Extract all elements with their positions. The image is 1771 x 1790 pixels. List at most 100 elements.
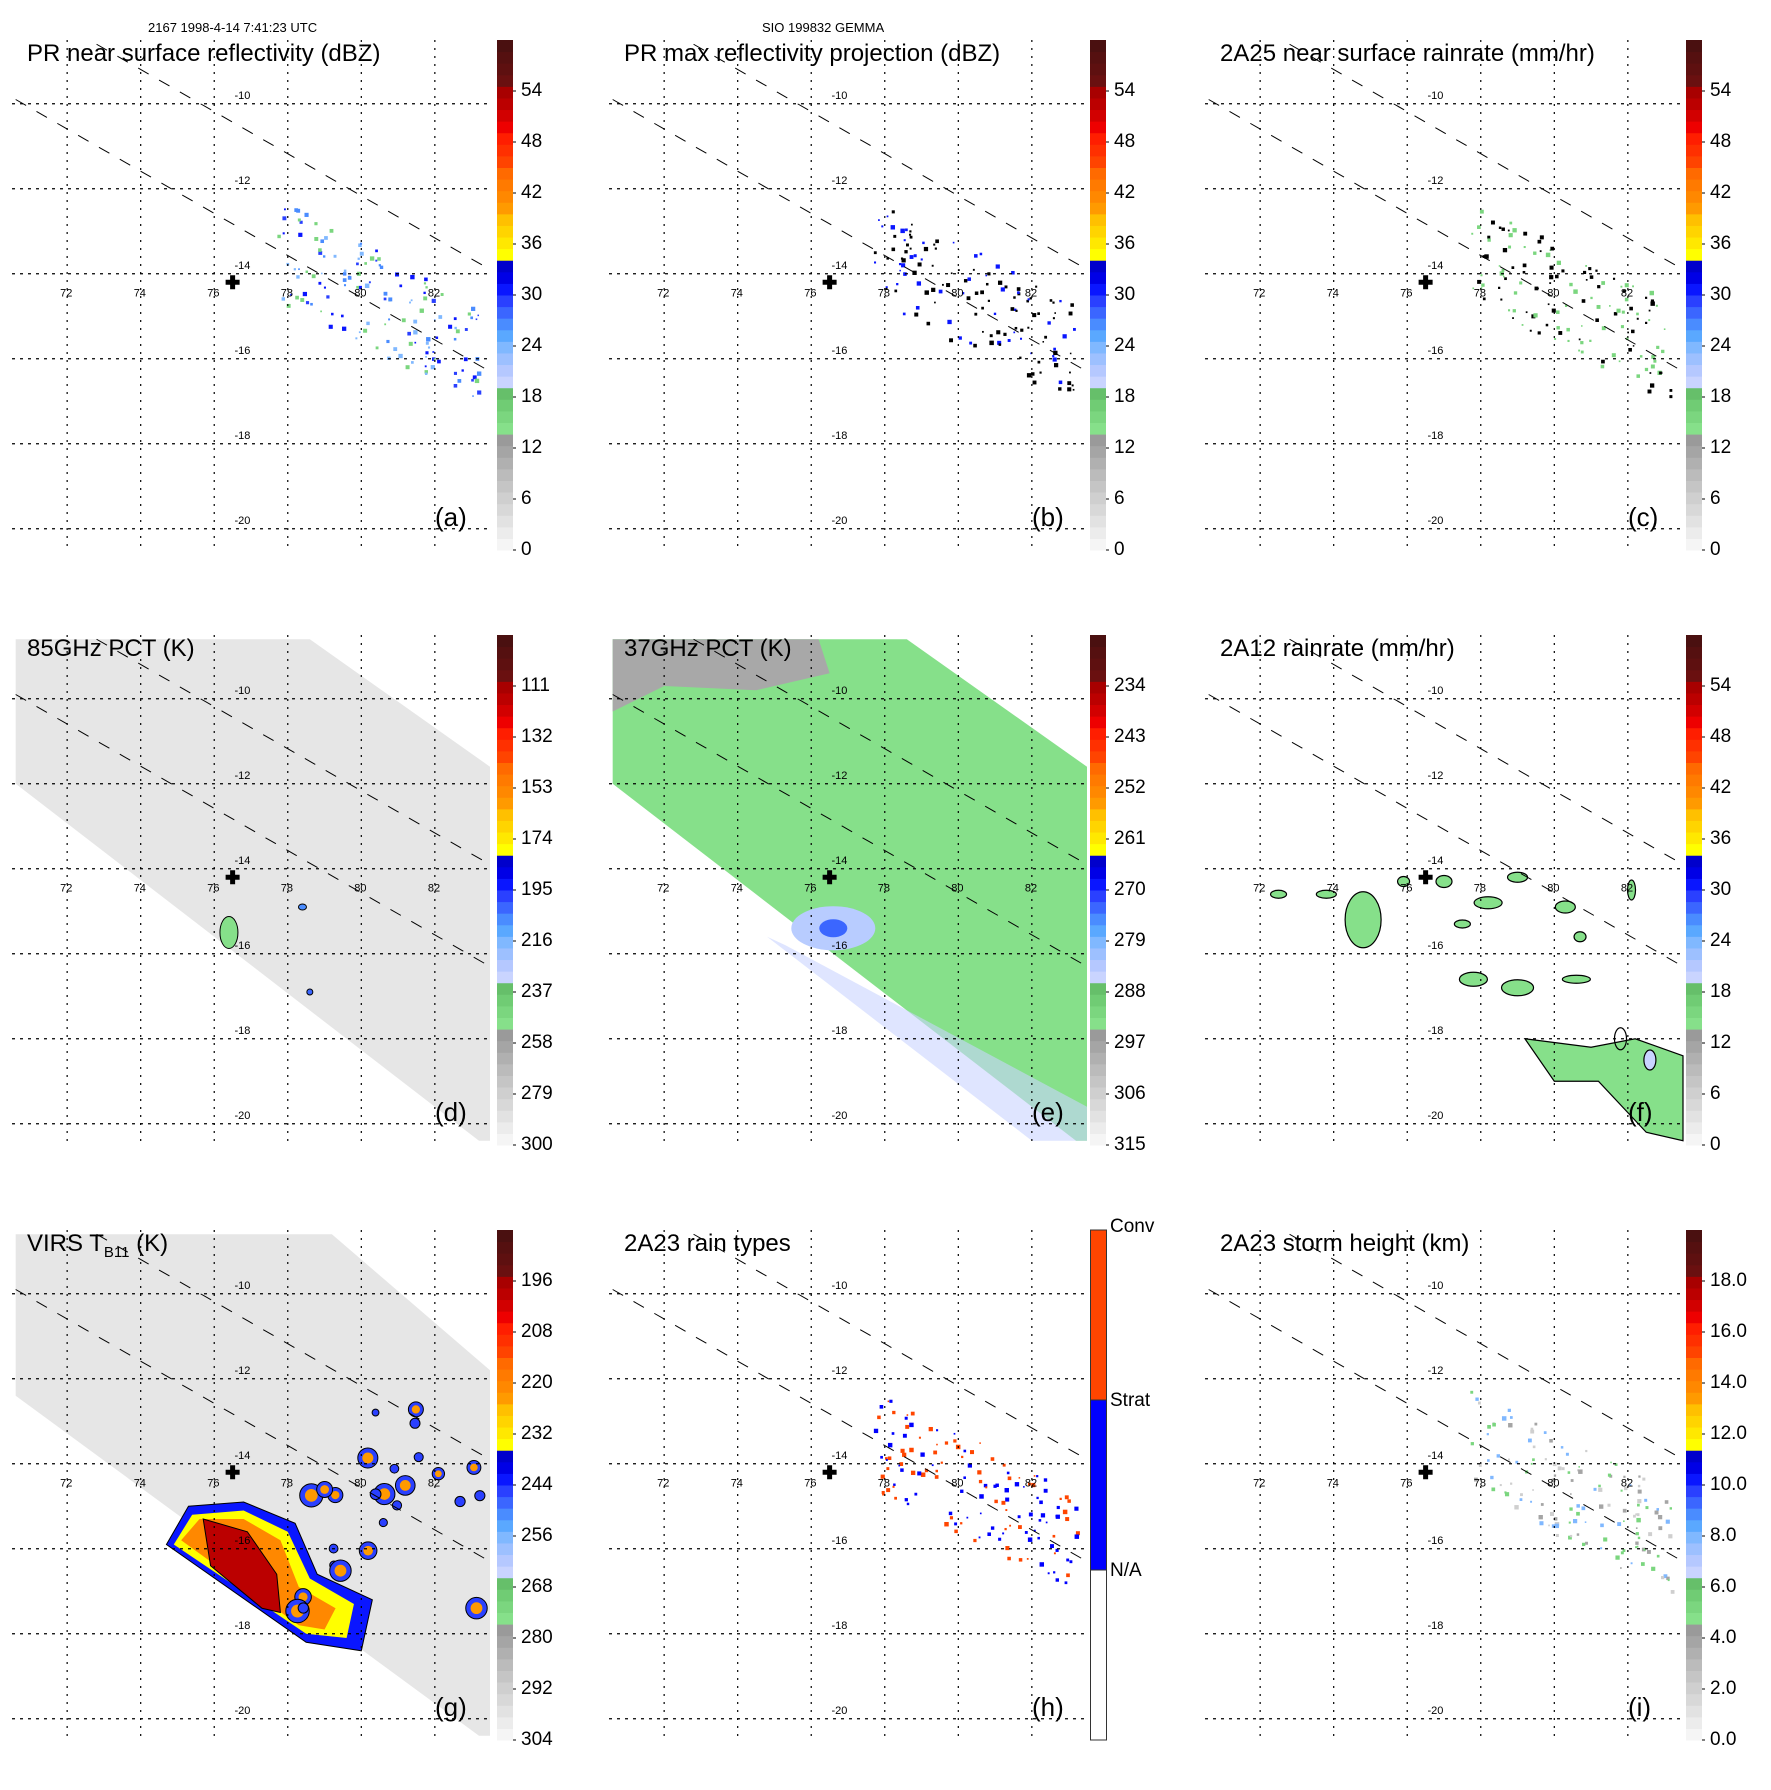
colorbar-tick-label: 208	[521, 1321, 553, 1342]
colorbar-swatch	[497, 1716, 513, 1729]
echo-pixel	[974, 291, 979, 295]
colorbar-swatch	[1686, 422, 1702, 435]
colorbar-swatch	[497, 167, 513, 180]
echo-pixel	[1568, 1521, 1571, 1524]
colorbar-tick-label: 0	[521, 539, 532, 560]
lon-tick-label: 76	[207, 882, 219, 894]
echo-pixel	[1645, 321, 1648, 325]
echo-pixel	[974, 312, 978, 316]
colorbar-tick-label: 42	[1710, 182, 1732, 203]
echo-pixel	[1037, 1536, 1040, 1540]
echo-pixel	[1622, 1508, 1627, 1513]
echo-pixel	[1615, 1555, 1620, 1560]
lat-tick-label: -20	[1427, 515, 1443, 527]
echo-pixel	[949, 1516, 954, 1520]
colorbar-swatch	[497, 1005, 513, 1018]
echo-pixel	[1074, 1506, 1079, 1511]
echo-pixel	[320, 310, 322, 313]
colorbar-swatch	[1090, 283, 1106, 296]
echo-pixel	[1009, 1524, 1012, 1527]
colorbar-swatch	[1090, 785, 1106, 798]
rain-patches	[1269, 871, 1684, 1142]
echo-pixel	[1647, 389, 1652, 394]
echo-pixel	[283, 208, 286, 211]
echo-pixel	[909, 1422, 914, 1428]
echo-pixel	[431, 298, 436, 303]
echo-pixel	[1501, 268, 1505, 272]
echo-pixel	[1540, 1503, 1544, 1506]
colorbar-swatch	[497, 1693, 513, 1706]
echo-pixel	[1635, 1541, 1639, 1545]
echo-pixel	[1020, 337, 1023, 340]
echo-pixel	[924, 1468, 929, 1473]
echo-pixel	[910, 1411, 915, 1416]
echo-pixel	[873, 251, 877, 255]
echo-pixels-h	[873, 1399, 1080, 1585]
echo-pixel	[1507, 1408, 1511, 1412]
echo-pixel	[1661, 1576, 1665, 1580]
echo-pixel	[880, 1474, 885, 1479]
lon-tick-label: 82	[1025, 882, 1037, 894]
echo-pixel	[298, 232, 303, 237]
echo-pixel	[1018, 1558, 1023, 1562]
title-text: VIRS T	[27, 1230, 104, 1257]
echo-pixel	[881, 1490, 885, 1495]
colorbar-swatch	[1686, 144, 1702, 157]
echo-pixel	[1040, 1513, 1046, 1518]
echo-pixel	[967, 1463, 972, 1468]
echo-pixel	[1551, 308, 1556, 313]
echo-pixel	[1545, 323, 1549, 327]
lon-tick-label: 72	[60, 287, 72, 299]
echo-pixel	[966, 1516, 969, 1519]
colorbar-swatch	[1090, 982, 1106, 995]
colorbar-tick-label: 30	[521, 284, 543, 305]
lon-tick-label: 72	[1253, 287, 1265, 299]
echo-pixel	[967, 277, 971, 281]
cold-core	[819, 919, 848, 938]
colorbar-swatch	[1686, 1110, 1702, 1123]
echo-pixel	[1492, 1422, 1496, 1427]
colorbar-tick-label: 36	[1710, 828, 1732, 849]
echo-pixel	[1499, 1484, 1502, 1487]
colorbar-swatch	[1090, 820, 1106, 833]
echo-pixel	[409, 301, 411, 304]
echo-pixel	[1653, 359, 1657, 363]
echo-pixel	[1000, 287, 1005, 292]
echo-pixel	[326, 295, 330, 299]
echo-pixel	[1530, 1429, 1535, 1434]
colorbar-swatch	[1686, 1716, 1702, 1729]
echo-pixel	[1649, 372, 1652, 374]
echo-pixel	[1533, 313, 1538, 318]
colorbar-swatch	[1686, 1624, 1702, 1637]
echo-pixel	[901, 258, 906, 263]
echo-pixel	[1509, 1416, 1513, 1419]
echo-pixel	[1484, 254, 1489, 259]
echo-pixel	[898, 263, 902, 266]
colorbar-swatch	[497, 1357, 513, 1370]
colorbar-swatch	[1090, 739, 1106, 752]
echo-pixel	[928, 1426, 933, 1432]
echo-pixel	[388, 318, 391, 321]
echo-pixel	[1062, 1509, 1068, 1515]
echo-pixel	[1597, 285, 1601, 289]
echo-pixel	[1607, 1503, 1611, 1507]
echo-pixel	[1657, 1514, 1663, 1520]
echo-pixel	[950, 272, 953, 275]
colorbar-swatch	[1686, 1566, 1702, 1579]
colorbar-tick-label: 10.0	[1710, 1474, 1747, 1495]
panel-label-e: (e)	[1032, 1097, 1064, 1127]
echo-pixel	[1018, 1477, 1021, 1479]
colorbar-swatch	[497, 132, 513, 145]
echo-pixel	[979, 252, 983, 256]
echo-pixel	[1656, 1508, 1660, 1511]
colorbar-swatch	[497, 1322, 513, 1335]
rain-patch	[1458, 971, 1489, 987]
cloud-cell	[316, 1481, 334, 1498]
colorbar-tick-label: 42	[1114, 182, 1136, 203]
colorbar-segment-strat	[1090, 1399, 1107, 1571]
echo-pixel	[946, 283, 951, 288]
map-plot-h: 72 74 76 78 80 82 -10 -12 -14 -16 -18 -20	[609, 1230, 1088, 1740]
echo-pixel	[1523, 246, 1526, 249]
echo-pixel	[987, 272, 991, 276]
swath-edges-c	[1208, 43, 1684, 372]
